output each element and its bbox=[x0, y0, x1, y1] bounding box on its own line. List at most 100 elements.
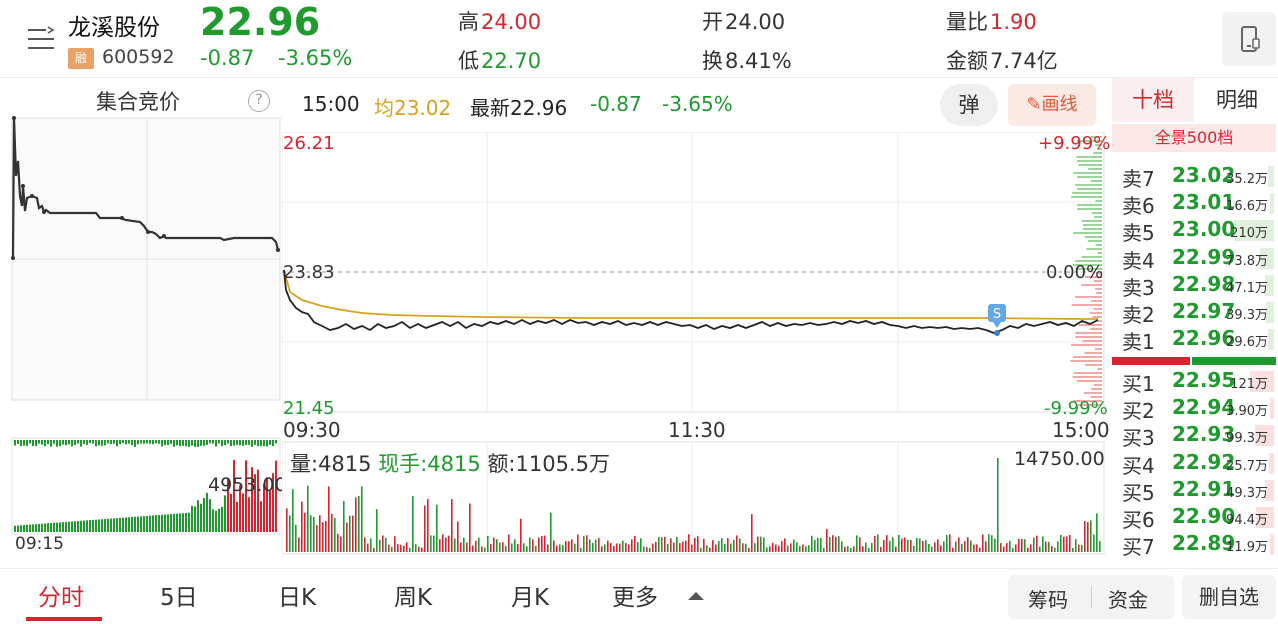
auction-top-bar bbox=[92, 440, 94, 444]
bid-row[interactable]: 买4 22.92 25.7万 bbox=[1118, 450, 1278, 478]
auction-top-bar bbox=[80, 440, 82, 447]
volume-bar bbox=[880, 547, 882, 552]
volume-bar bbox=[679, 543, 681, 552]
bid-row[interactable]: 买3 22.93 99.3万 bbox=[1118, 422, 1278, 450]
ask-price: 22.98 bbox=[1172, 271, 1236, 296]
danmu-button[interactable]: 弹 bbox=[940, 84, 998, 126]
tab-month-k[interactable]: 月K bbox=[511, 585, 550, 611]
ask-volume: 39.3万 bbox=[1226, 308, 1268, 323]
volume-bar bbox=[391, 546, 393, 552]
tab-detail[interactable]: 明细 bbox=[1216, 88, 1258, 112]
ask-row[interactable]: 卖3 22.98 47.1万 bbox=[1118, 271, 1278, 300]
bid-volume: 3.90万 bbox=[1226, 404, 1268, 420]
help-icon[interactable]: ? bbox=[248, 90, 270, 112]
volume-bar bbox=[901, 538, 903, 552]
auction-volume-bar bbox=[155, 515, 157, 532]
auction-top-bar bbox=[83, 440, 85, 444]
tab-week-k[interactable]: 周K bbox=[394, 585, 433, 611]
volume-bar bbox=[427, 498, 429, 552]
tab-more[interactable]: 更多 bbox=[612, 585, 658, 611]
tab-5day[interactable]: 5日 bbox=[160, 585, 198, 611]
volume-bar bbox=[451, 499, 453, 552]
ask-row[interactable]: 卖4 22.99 73.8万 bbox=[1118, 245, 1278, 273]
open-stat: 开24.00 bbox=[702, 6, 785, 36]
info-time: 15:00 bbox=[302, 92, 360, 116]
volume-bar bbox=[1060, 534, 1062, 552]
auction-volume-bar bbox=[191, 505, 193, 532]
auction-top-bar bbox=[269, 440, 271, 445]
auction-volume-bar bbox=[242, 493, 244, 532]
ask-row[interactable]: 卖2 22.97 39.3万 bbox=[1118, 299, 1278, 327]
depth-bar bbox=[1072, 192, 1102, 194]
auction-start-time: 09:15 bbox=[15, 534, 64, 554]
chips-button[interactable]: 筹码 bbox=[1028, 588, 1068, 612]
depth-bar bbox=[1090, 396, 1102, 398]
volume-total: 量:4815 bbox=[290, 452, 372, 476]
funds-button[interactable]: 资金 bbox=[1108, 588, 1148, 612]
volume-ratio-stat: 量比1.90 bbox=[946, 6, 1037, 36]
bid-row[interactable]: 买6 22.90 94.4万 bbox=[1118, 504, 1278, 532]
auction-top-bar bbox=[125, 440, 127, 445]
volume-bar bbox=[721, 538, 723, 552]
pct-low-label: -9.99% bbox=[1044, 398, 1108, 419]
auction-top-bar bbox=[212, 440, 214, 444]
depth-bar bbox=[1081, 284, 1102, 286]
auction-volume-bar bbox=[32, 524, 34, 532]
volume-bar bbox=[1015, 544, 1017, 552]
remove-watchlist-button[interactable]: 删自选 bbox=[1182, 575, 1276, 619]
bid-level-label: 买1 bbox=[1122, 372, 1155, 396]
time-end-label: 15:00 bbox=[1052, 418, 1110, 442]
volume-bar bbox=[1096, 513, 1098, 552]
volume-bar bbox=[826, 529, 828, 552]
bid-row[interactable]: 买7 22.89 11.9万 bbox=[1118, 531, 1278, 559]
auction-volume-bars bbox=[14, 440, 277, 532]
auction-volume-bar bbox=[29, 524, 31, 532]
bid-row[interactable]: 买1 22.95 121万 bbox=[1118, 368, 1278, 396]
volume-bar bbox=[667, 543, 669, 552]
tab-intraday[interactable]: 分时 bbox=[38, 585, 84, 611]
phone-mode-button[interactable] bbox=[1222, 12, 1276, 66]
full-500-levels-button[interactable]: 全景500档 bbox=[1112, 124, 1276, 152]
tab-ten-levels[interactable]: 十档 bbox=[1112, 78, 1194, 122]
tab-day-k[interactable]: 日K bbox=[278, 585, 317, 611]
depth-bar bbox=[1093, 280, 1102, 282]
volume-bar bbox=[361, 486, 363, 552]
auction-volume-bar bbox=[110, 518, 112, 532]
intraday-chart[interactable]: S bbox=[282, 132, 1106, 556]
info-change: -0.87 bbox=[590, 92, 642, 116]
auction-top-bar bbox=[20, 440, 22, 447]
volume-bar bbox=[955, 541, 957, 552]
volume-bar bbox=[967, 537, 969, 552]
volume-bar bbox=[811, 535, 813, 552]
volume-bar bbox=[370, 538, 372, 552]
volume-bar bbox=[772, 542, 774, 552]
auction-volume-bar bbox=[161, 514, 163, 532]
bid-row[interactable]: 买2 22.94 3.90万 bbox=[1118, 395, 1278, 423]
ask-row[interactable]: 卖5 23.00 210万 bbox=[1118, 217, 1278, 245]
auction-volume-bar bbox=[266, 477, 268, 532]
menu-icon[interactable] bbox=[26, 26, 56, 52]
turnover-stat: 换8.41% bbox=[702, 45, 792, 75]
auction-volume-bar bbox=[71, 521, 73, 532]
volume-bar bbox=[892, 537, 894, 552]
ask-row[interactable]: 卖1 22.96 29.6万 bbox=[1118, 326, 1278, 354]
depth-bars bbox=[1070, 136, 1102, 406]
volume-bar bbox=[349, 515, 351, 552]
ask-row[interactable]: 卖6 23.01 16.6万 bbox=[1118, 190, 1278, 218]
time-start-label: 09:30 bbox=[283, 418, 341, 442]
caret-up-icon[interactable] bbox=[688, 592, 704, 600]
auction-volume-bar bbox=[128, 517, 130, 532]
volume-bar bbox=[796, 542, 798, 552]
auction-volume-bar bbox=[119, 517, 121, 532]
draw-line-button[interactable]: ✎画线 bbox=[1008, 84, 1096, 126]
ask-row[interactable]: 卖7 23.02 35.2万 bbox=[1118, 163, 1278, 191]
depth-bar bbox=[1091, 212, 1102, 214]
volume-bar bbox=[412, 496, 414, 552]
volume-bar bbox=[598, 538, 600, 552]
depth-bar bbox=[1091, 388, 1102, 390]
bid-row[interactable]: 买5 22.91 49.3万 bbox=[1118, 477, 1278, 505]
volume-bar bbox=[655, 541, 657, 552]
signal-marker[interactable] bbox=[988, 304, 1006, 322]
volume-bar bbox=[961, 543, 963, 552]
depth-bar bbox=[1075, 296, 1102, 298]
